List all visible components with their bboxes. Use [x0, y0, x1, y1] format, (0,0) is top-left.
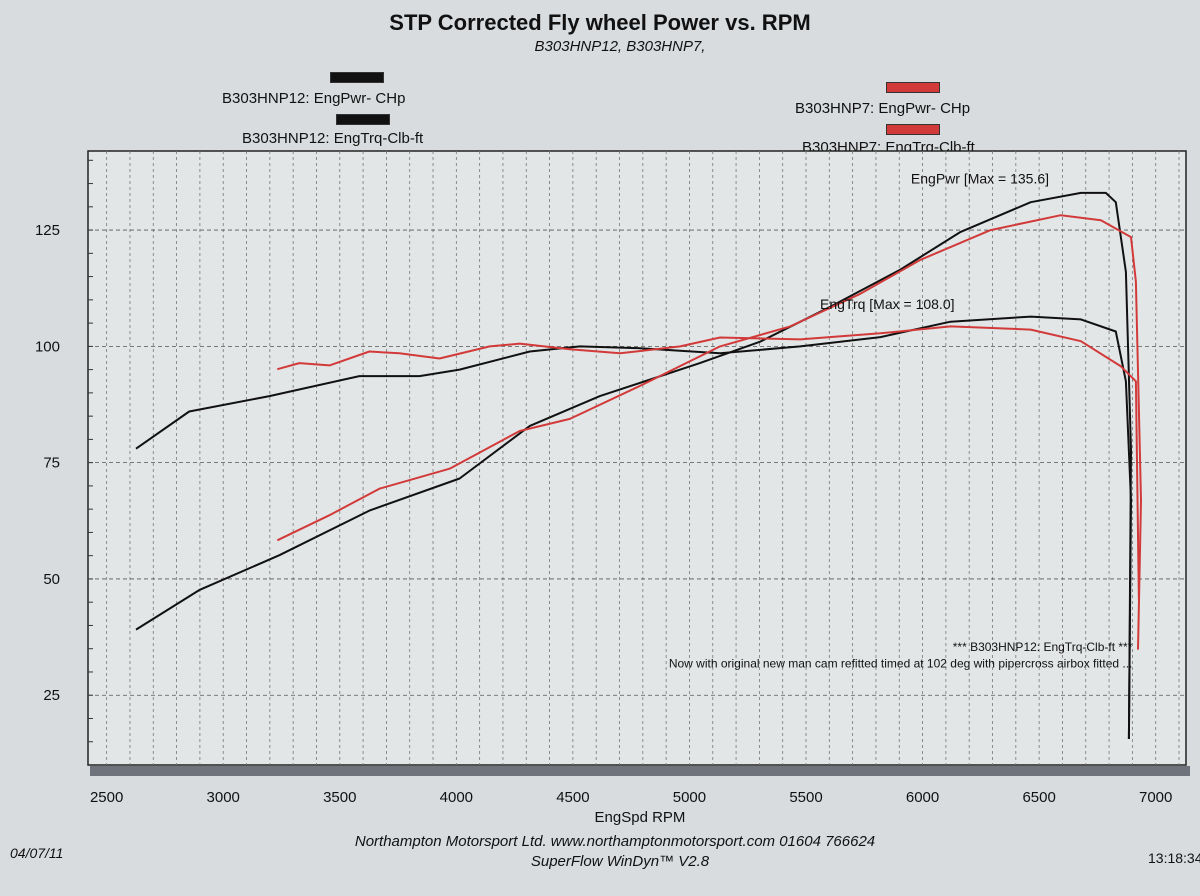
print-time: 13:18:34 [1148, 850, 1200, 866]
y-tick-label: 25 [43, 687, 60, 704]
x-tick-label: 2500 [90, 789, 123, 806]
y-tick-label: 75 [43, 455, 60, 472]
chart-annotation: EngTrq [Max = 108.0] [820, 296, 955, 312]
plot-area [87, 150, 1187, 766]
x-tick-label: 5500 [789, 789, 822, 806]
legend-swatch-red-torque [886, 124, 940, 135]
chart-title: STP Corrected Fly wheel Power vs. RPM [389, 10, 811, 35]
footer-software: SuperFlow WinDyn™ V2.8 [530, 853, 710, 870]
x-tick-label: 3500 [323, 789, 356, 806]
chart-annotation: Now with original new man cam refitted t… [669, 656, 1133, 670]
chart-annotation: EngPwr [Max = 135.6] [911, 171, 1049, 187]
series-line-1 [135, 315, 1132, 740]
legend-swatch-red-power [886, 82, 940, 93]
x-tick-label: 6000 [906, 789, 939, 806]
legend-swatch-black-torque [336, 114, 390, 125]
legend-swatch-black-power [330, 72, 384, 83]
chart-subtitle: B303HNP12, B303HNP7, [534, 38, 706, 55]
series-line-2 [276, 214, 1142, 650]
y-tick-label: 50 [43, 571, 60, 588]
legend-label: B303HNP12: EngTrq-Clb-ft [242, 130, 424, 147]
x-tick-label: 6500 [1022, 789, 1055, 806]
x-tick-label: 4000 [440, 789, 473, 806]
x-tick-label: 3000 [207, 789, 240, 806]
print-date: 04/07/11 [10, 845, 64, 861]
series-line-3 [277, 325, 1140, 600]
y-tick-label: 125 [35, 222, 60, 239]
x-axis-label: EngSpd RPM [595, 809, 686, 826]
footer-company: Northampton Motorsport Ltd. www.northamp… [354, 833, 876, 850]
x-tick-label: 5000 [673, 789, 706, 806]
x-tick-label: 7000 [1139, 789, 1172, 806]
plot-bottom-shade [90, 766, 1190, 776]
y-tick-label: 100 [35, 338, 60, 355]
legend-label: B303HNP12: EngPwr- CHp [222, 90, 406, 107]
x-tick-label: 4500 [556, 789, 589, 806]
chart-annotation: *** B303HNP12: EngTrq-Clb-ft *** [953, 640, 1133, 654]
legend-label: B303HNP7: EngPwr- CHp [795, 100, 971, 117]
